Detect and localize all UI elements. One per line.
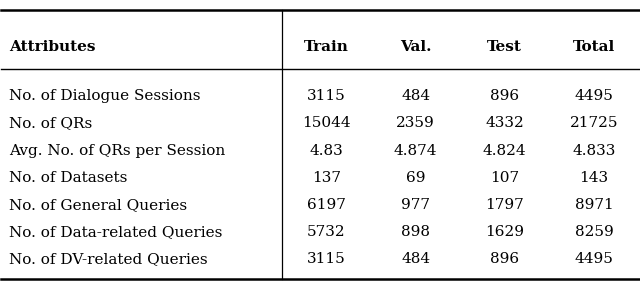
Text: 107: 107 (490, 171, 519, 185)
Text: Train: Train (304, 40, 349, 54)
Text: No. of QRs: No. of QRs (9, 116, 92, 130)
Text: 484: 484 (401, 89, 430, 103)
Text: 143: 143 (579, 171, 609, 185)
Text: 4495: 4495 (575, 253, 614, 266)
Text: No. of Dialogue Sessions: No. of Dialogue Sessions (9, 89, 200, 103)
Text: 4495: 4495 (575, 89, 614, 103)
Text: 4.83: 4.83 (310, 144, 343, 158)
Text: 484: 484 (401, 253, 430, 266)
Text: No. of Datasets: No. of Datasets (9, 171, 127, 185)
Text: 898: 898 (401, 225, 430, 239)
Text: 4332: 4332 (485, 116, 524, 130)
Text: No. of DV-related Queries: No. of DV-related Queries (9, 253, 207, 266)
Text: 8259: 8259 (575, 225, 613, 239)
Text: 8971: 8971 (575, 198, 613, 212)
Text: 2359: 2359 (396, 116, 435, 130)
Text: 137: 137 (312, 171, 341, 185)
Text: 1797: 1797 (485, 198, 524, 212)
Text: 5732: 5732 (307, 225, 346, 239)
Text: 896: 896 (490, 253, 519, 266)
Text: 69: 69 (406, 171, 426, 185)
Text: 4.833: 4.833 (572, 144, 616, 158)
Text: 1629: 1629 (485, 225, 524, 239)
Text: Val.: Val. (400, 40, 431, 54)
Text: No. of General Queries: No. of General Queries (9, 198, 187, 212)
Text: 4.824: 4.824 (483, 144, 527, 158)
Text: Total: Total (573, 40, 615, 54)
Text: Attributes: Attributes (9, 40, 95, 54)
Text: 977: 977 (401, 198, 430, 212)
Text: 3115: 3115 (307, 89, 346, 103)
Text: 15044: 15044 (302, 116, 351, 130)
Text: No. of Data-related Queries: No. of Data-related Queries (9, 225, 223, 239)
Text: 6197: 6197 (307, 198, 346, 212)
Text: 4.874: 4.874 (394, 144, 437, 158)
Text: 896: 896 (490, 89, 519, 103)
Text: Test: Test (487, 40, 522, 54)
Text: 21725: 21725 (570, 116, 618, 130)
Text: 3115: 3115 (307, 253, 346, 266)
Text: Avg. No. of QRs per Session: Avg. No. of QRs per Session (9, 144, 225, 158)
